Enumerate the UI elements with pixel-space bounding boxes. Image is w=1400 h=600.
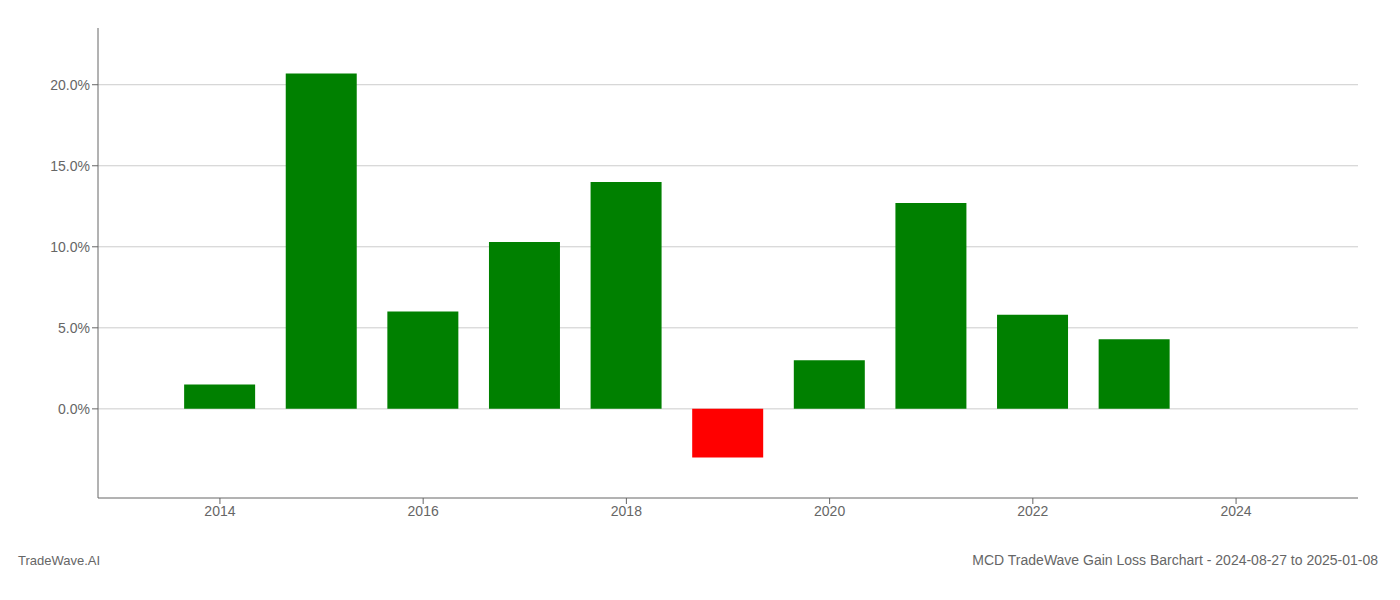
svg-text:2022: 2022: [1017, 503, 1048, 519]
svg-text:2014: 2014: [204, 503, 235, 519]
svg-text:10.0%: 10.0%: [50, 239, 90, 255]
svg-text:0.0%: 0.0%: [58, 401, 90, 417]
svg-text:2024: 2024: [1220, 503, 1251, 519]
svg-text:2020: 2020: [814, 503, 845, 519]
svg-text:2016: 2016: [408, 503, 439, 519]
html-text:TradeWave.AI: TradeWave.AI: [18, 553, 101, 568]
svg-text:2018: 2018: [611, 503, 642, 519]
svg-text:20.0%: 20.0%: [50, 77, 90, 93]
html-text:MCD TradeWave Gain Loss Barcha: MCD TradeWave Gain Loss Barchart - 2024-…: [972, 552, 1378, 568]
svg-text:5.0%: 5.0%: [58, 320, 90, 336]
svg-text:15.0%: 15.0%: [50, 158, 90, 174]
